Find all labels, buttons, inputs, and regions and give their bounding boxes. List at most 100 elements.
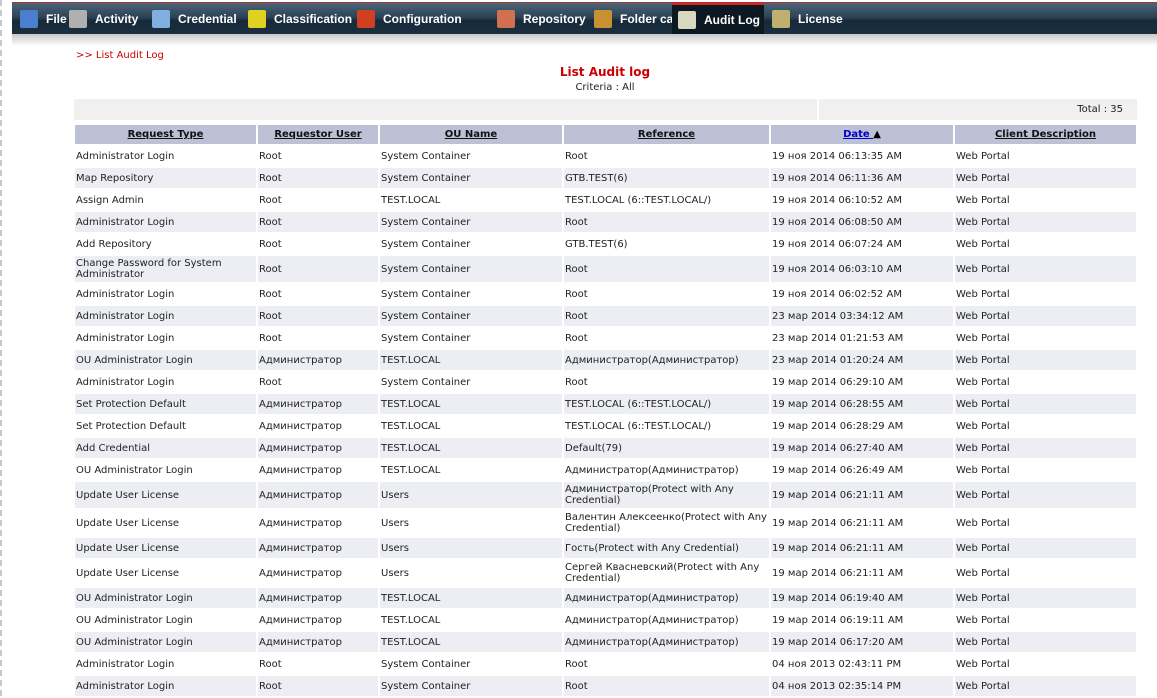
breadcrumb[interactable]: >> List Audit Log — [76, 50, 164, 61]
cell-date: 19 мар 2014 06:28:29 AM — [772, 420, 904, 432]
cell-reference: Гость(Protect with Any Credential) — [564, 538, 769, 558]
table-row[interactable]: Update User License Администратор Users Гос… — [75, 538, 1136, 558]
cell-ou-name: TEST.LOCAL — [380, 632, 562, 652]
menu-item-label: Credential — [178, 12, 237, 26]
database-icon — [497, 10, 515, 28]
table-row[interactable]: Update User License Администратор Users Адм… — [75, 482, 1136, 508]
cell-requestor-user: Root — [259, 194, 282, 206]
cell-reference: Администратор(Администратор) — [565, 464, 739, 476]
menu-item-label: Repository — [523, 12, 586, 26]
table-row[interactable]: Map Repository Root System Container GTB.TE… — [75, 168, 1136, 188]
cell-client-description: Web Portal — [956, 288, 1010, 300]
cell-ou-name: TEST.LOCAL — [380, 394, 562, 414]
cell-client-description: Web Portal — [956, 464, 1010, 476]
table-row[interactable]: Add Repository Root System Container GTB.TE… — [75, 234, 1136, 254]
cell-ou-name: TEST.LOCAL — [381, 420, 441, 432]
cell-request-type: Assign Admin — [76, 194, 144, 206]
cell-ou-name: System Container — [380, 168, 562, 188]
table-row[interactable]: Administrator Login Root System Container R… — [75, 284, 1136, 304]
column-header-requestor-user[interactable]: Requestor User — [258, 125, 378, 144]
menu-item-label: File — [46, 12, 67, 26]
cell-request-type: Set Protection Default — [75, 394, 256, 414]
notebook-icon — [678, 11, 696, 29]
cell-client-description: Web Portal — [955, 482, 1136, 508]
date-sort-link[interactable]: Date — [843, 129, 870, 140]
table-row[interactable]: Update User License Администратор Users Вал… — [75, 510, 1136, 536]
cell-requestor-user: Администратор — [259, 614, 342, 626]
table-row[interactable]: OU Administrator Login Администратор TEST.… — [75, 460, 1136, 480]
cell-reference: Root — [565, 332, 588, 344]
table-row[interactable]: OU Administrator Login Администратор TEST.… — [75, 632, 1136, 652]
column-header-ou-name[interactable]: OU Name — [380, 125, 562, 144]
cell-ou-name: Users — [381, 517, 410, 529]
table-row[interactable]: Set Protection Default Администратор TEST.… — [75, 394, 1136, 414]
table-row[interactable]: Administrator Login Root System Container R… — [75, 146, 1136, 166]
cell-date: 19 мар 2014 06:21:11 AM — [771, 538, 953, 558]
criteria-text: Criteria : All — [575, 82, 635, 93]
menu-item-label: Activity — [95, 12, 139, 26]
menu-item-activity[interactable]: Activity — [69, 3, 138, 35]
cell-date: 19 ноя 2014 06:13:35 AM — [772, 150, 902, 162]
menu-item-label: Classification — [274, 12, 353, 26]
table-row[interactable]: Update User License Администратор Users Сер… — [75, 560, 1136, 586]
cell-request-type: Administrator Login — [76, 332, 175, 344]
cell-requestor-user: Root — [258, 168, 378, 188]
column-header-reference[interactable]: Reference — [564, 125, 769, 144]
cell-requestor-user: Root — [259, 150, 282, 162]
cell-ou-name: System Container — [381, 658, 471, 670]
menu-item-license[interactable]: License — [772, 3, 843, 35]
cell-requestor-user: Root — [259, 288, 282, 300]
cell-ou-name: Users — [380, 482, 562, 508]
menu-item-audit-log[interactable]: Audit Log — [672, 3, 764, 35]
binders-icon — [248, 10, 266, 28]
table-row[interactable]: Administrator Login Root System Container R… — [75, 654, 1136, 674]
column-header-client-description[interactable]: Client Description — [955, 125, 1136, 144]
cell-reference: Root — [565, 376, 588, 388]
column-header-date[interactable]: Date ▲ — [771, 125, 953, 144]
cell-date: 19 ноя 2014 06:02:52 AM — [772, 288, 902, 300]
cell-client-description: Web Portal — [955, 394, 1136, 414]
cell-requestor-user: Администратор — [259, 567, 342, 579]
table-row[interactable]: Add Credential Администратор TEST.LOCAL Def… — [75, 438, 1136, 458]
cell-request-type: Update User License — [76, 567, 180, 579]
cell-ou-name: System Container — [381, 288, 471, 300]
cell-ou-name: TEST.LOCAL — [381, 614, 441, 626]
table-row[interactable]: Administrator Login Root System Container R… — [75, 372, 1136, 392]
table-row[interactable]: Administrator Login Root System Container R… — [75, 676, 1136, 696]
cell-date: 19 мар 2014 06:19:11 AM — [772, 614, 904, 626]
cell-client-description: Web Portal — [955, 588, 1136, 608]
cell-client-description: Web Portal — [955, 256, 1136, 282]
cell-date: 19 мар 2014 06:26:49 AM — [772, 464, 904, 476]
table-row[interactable]: Assign Admin Root TEST.LOCAL TEST.LOCAL (6:… — [75, 190, 1136, 210]
table-row[interactable]: Administrator Login Root System Container R… — [75, 306, 1136, 326]
table-row[interactable]: Administrator Login Root System Container R… — [75, 328, 1136, 348]
cell-requestor-user: Администратор — [259, 464, 342, 476]
menu-item-repository[interactable]: Repository — [497, 3, 586, 35]
cell-date: 23 мар 2014 01:20:24 AM — [771, 350, 953, 370]
cell-requestor-user: Администратор — [258, 538, 378, 558]
menu-item-credential[interactable]: Credential — [152, 3, 237, 35]
table-row[interactable]: Administrator Login Root System Container R… — [75, 212, 1136, 232]
menu-item-file[interactable]: File — [20, 3, 67, 35]
cell-client-description: Web Portal — [956, 332, 1010, 344]
cell-requestor-user: Root — [258, 256, 378, 282]
cell-reference: GTB.TEST(6) — [564, 168, 769, 188]
cell-requestor-user: Root — [258, 212, 378, 232]
table-row[interactable]: OU Administrator Login Администратор TEST.… — [75, 610, 1136, 630]
cell-date: 19 ноя 2014 06:11:36 AM — [771, 168, 953, 188]
cell-client-description: Web Portal — [956, 238, 1010, 250]
table-row[interactable]: Set Protection Default Администратор TEST.… — [75, 416, 1136, 436]
cell-date: 19 мар 2014 06:21:11 AM — [771, 482, 953, 508]
column-header-request-type[interactable]: Request Type — [75, 125, 256, 144]
cell-reference: GTB.TEST(6) — [565, 238, 628, 250]
table-row[interactable]: OU Administrator Login Администратор TEST.… — [75, 588, 1136, 608]
table-row[interactable]: Change Password for System Administrator… — [75, 256, 1136, 282]
cell-requestor-user: Root — [259, 658, 282, 670]
table-row[interactable]: OU Administrator Login Администратор TEST.… — [75, 350, 1136, 370]
menu-item-configuration[interactable]: Configuration — [357, 3, 462, 35]
cell-request-type: Administrator Login — [75, 676, 256, 696]
file-icon — [20, 10, 38, 28]
menu-item-classification[interactable]: Classification — [248, 3, 352, 35]
cell-ou-name: TEST.LOCAL — [381, 194, 441, 206]
total-count: Total : 35 — [819, 99, 1137, 120]
